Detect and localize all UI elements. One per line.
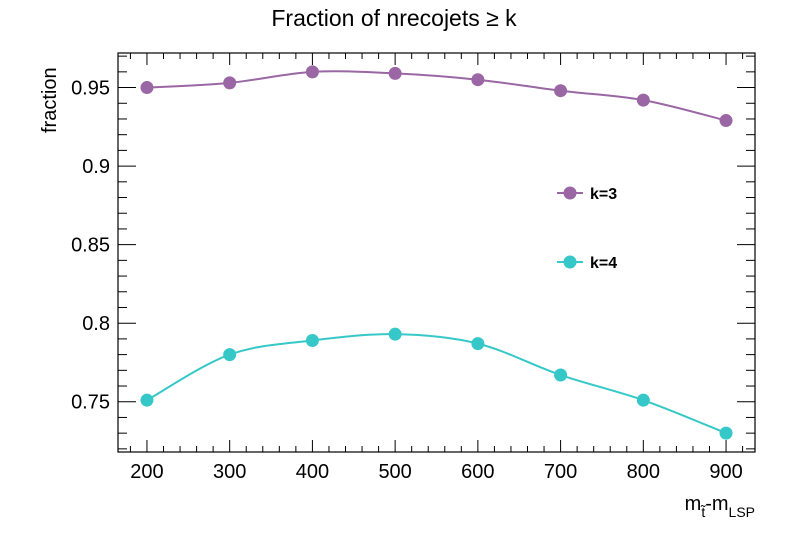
x-tick-label: 900 — [709, 461, 742, 483]
series-layer — [140, 65, 733, 440]
data-point-series-1 — [140, 81, 154, 95]
y-tick-label: 0.75 — [71, 392, 110, 414]
legend-label-1: k=3 — [590, 186, 617, 203]
data-point-series-2 — [388, 327, 402, 341]
series-line-1 — [146, 70, 727, 122]
legend-marker-2 — [563, 255, 577, 269]
x-tick-label: 400 — [296, 461, 329, 483]
x-axis-title-lsp: LSP — [729, 504, 755, 520]
x-tick-label: 800 — [627, 461, 660, 483]
y-axis-title: fraction — [39, 67, 61, 133]
x-tick-labels: 200 300 400 500 600 700 800 900 — [130, 461, 742, 483]
legend: k=3 k=4 — [557, 186, 617, 272]
y-tick-label: 0.85 — [71, 235, 110, 257]
data-point-series-2 — [554, 368, 568, 382]
x-tick-label: 200 — [130, 461, 163, 483]
x-tick-label: 300 — [213, 461, 246, 483]
data-point-series-2 — [719, 426, 733, 440]
data-point-series-1 — [223, 76, 237, 90]
data-point-series-1 — [554, 84, 568, 98]
legend-marker-1 — [563, 186, 577, 200]
y-tick-label: 0.9 — [82, 156, 110, 178]
x-axis-title: mt̃-mLSP — [685, 493, 755, 520]
x-tick-label: 700 — [544, 461, 577, 483]
data-point-series-2 — [636, 393, 650, 407]
plot-frame — [117, 52, 756, 453]
data-point-series-2 — [140, 393, 154, 407]
y-tick-label: 0.95 — [71, 78, 110, 100]
data-point-series-1 — [305, 65, 319, 79]
legend-label-2: k=4 — [590, 255, 617, 272]
data-point-series-1 — [719, 114, 733, 128]
data-point-series-1 — [471, 73, 485, 87]
x-tick-label: 600 — [461, 461, 494, 483]
chart-title: Fraction of nrecojets ≥ k — [271, 5, 517, 31]
data-point-series-1 — [388, 66, 402, 80]
x-axis-title-mlsp: -m — [705, 493, 728, 515]
data-point-series-2 — [223, 348, 237, 362]
x-axis-title-stop: t̃ — [700, 504, 706, 520]
y-tick-label: 0.8 — [82, 313, 110, 335]
data-point-series-2 — [471, 337, 485, 351]
axis-ticks — [118, 53, 755, 452]
y-tick-labels: 0.75 0.8 0.85 0.9 0.95 — [71, 78, 110, 414]
series-line-2 — [146, 333, 727, 435]
x-tick-label: 500 — [378, 461, 411, 483]
data-point-series-2 — [305, 333, 319, 347]
data-point-series-1 — [636, 93, 650, 107]
x-axis-title-m: m — [685, 493, 702, 515]
